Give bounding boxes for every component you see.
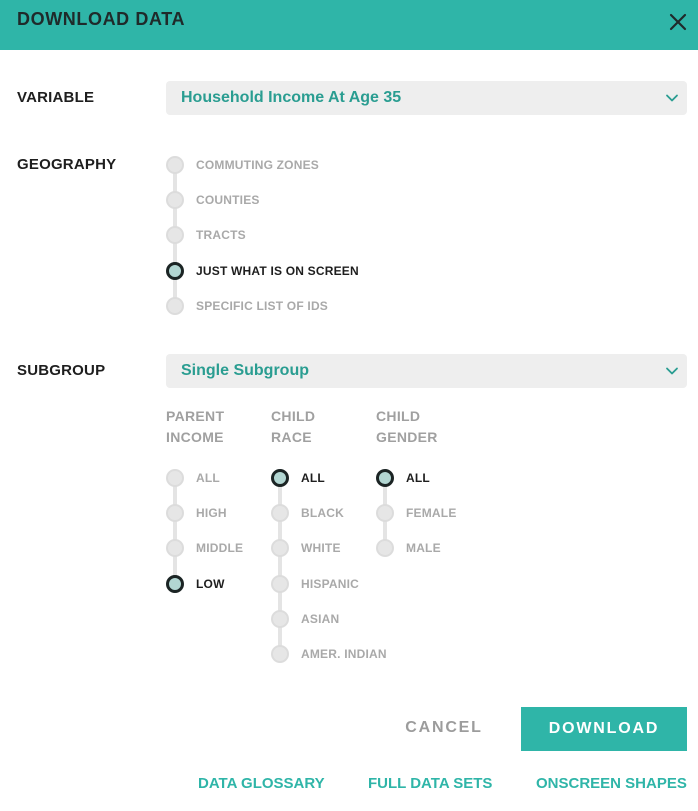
radio-dot bbox=[271, 645, 289, 663]
dialog-header: DOWNLOAD DATA bbox=[0, 0, 698, 50]
radio-dot bbox=[271, 610, 289, 628]
radio-dot bbox=[166, 191, 184, 209]
child-gender-option-label: ALL bbox=[406, 471, 430, 485]
geography-option-label: SPECIFIC LIST OF IDS bbox=[196, 299, 329, 313]
child-race-option-label: AMER. INDIAN bbox=[301, 647, 387, 661]
chevron-down-icon bbox=[666, 367, 678, 375]
geography-option-label: COUNTIES bbox=[196, 193, 260, 207]
parent-income-heading-line2: INCOME bbox=[166, 429, 224, 445]
child-race-heading-line2: RACE bbox=[271, 429, 312, 445]
parent-income-option-label: ALL bbox=[196, 471, 220, 485]
radio-dot bbox=[271, 575, 289, 593]
parent-income-heading: PARENT INCOME bbox=[166, 406, 224, 448]
onscreen-shapes-link[interactable]: ONSCREEN SHAPES bbox=[536, 775, 687, 792]
subgroup-select[interactable]: Single Subgroup bbox=[166, 354, 687, 388]
full-data-sets-link[interactable]: FULL DATA SETS bbox=[368, 775, 493, 792]
child-race-option-label: WHITE bbox=[301, 541, 341, 555]
geography-label: GEOGRAPHY bbox=[17, 156, 117, 173]
child-gender-heading-line1: CHILD bbox=[376, 408, 421, 424]
close-button[interactable] bbox=[662, 6, 694, 38]
radio-dot bbox=[166, 469, 184, 487]
child-race-option-label: BLACK bbox=[301, 506, 344, 520]
variable-select-value: Household Income At Age 35 bbox=[181, 89, 402, 106]
subgroup-label: SUBGROUP bbox=[17, 362, 106, 379]
dialog-title: DOWNLOAD DATA bbox=[17, 9, 186, 29]
radio-dot bbox=[271, 469, 289, 487]
child-gender-option-label: MALE bbox=[406, 541, 441, 555]
child-race-option-label: ALL bbox=[301, 471, 325, 485]
variable-label: VARIABLE bbox=[17, 89, 95, 106]
child-race-track bbox=[278, 478, 282, 654]
child-race-option-label: HISPANIC bbox=[301, 577, 360, 591]
radio-dot bbox=[166, 262, 184, 280]
parent-income-option-label: LOW bbox=[196, 577, 225, 591]
close-icon bbox=[669, 13, 687, 31]
child-gender-heading: CHILD GENDER bbox=[376, 406, 438, 448]
radio-dot bbox=[166, 297, 184, 315]
geography-option-label: JUST WHAT IS ON SCREEN bbox=[196, 264, 359, 278]
download-button[interactable]: DOWNLOAD bbox=[521, 707, 687, 751]
radio-dot bbox=[166, 504, 184, 522]
radio-dot bbox=[166, 575, 184, 593]
geography-option-label: TRACTS bbox=[196, 228, 246, 242]
child-race-option-label: ASIAN bbox=[301, 612, 340, 626]
child-race-heading: CHILD RACE bbox=[271, 406, 315, 448]
child-race-heading-line1: CHILD bbox=[271, 408, 316, 424]
parent-income-heading-line1: PARENT bbox=[166, 408, 225, 424]
radio-dot bbox=[376, 539, 394, 557]
parent-income-option-label: MIDDLE bbox=[196, 541, 244, 555]
radio-dot bbox=[376, 469, 394, 487]
parent-income-track bbox=[173, 478, 177, 584]
radio-dot bbox=[376, 504, 394, 522]
variable-select[interactable]: Household Income At Age 35 bbox=[166, 81, 687, 115]
child-gender-option-label: FEMALE bbox=[406, 506, 457, 520]
parent-income-option-label: HIGH bbox=[196, 506, 227, 520]
child-gender-heading-line2: GENDER bbox=[376, 429, 438, 445]
radio-dot bbox=[271, 504, 289, 522]
radio-dot bbox=[166, 156, 184, 174]
subgroup-select-value: Single Subgroup bbox=[181, 362, 309, 379]
chevron-down-icon bbox=[666, 94, 678, 102]
data-glossary-link[interactable]: DATA GLOSSARY bbox=[198, 775, 325, 792]
radio-dot bbox=[166, 539, 184, 557]
radio-dot bbox=[166, 226, 184, 244]
geography-option-label: COMMUTING ZONES bbox=[196, 158, 319, 172]
radio-dot bbox=[271, 539, 289, 557]
cancel-button[interactable]: CANCEL bbox=[405, 719, 483, 736]
